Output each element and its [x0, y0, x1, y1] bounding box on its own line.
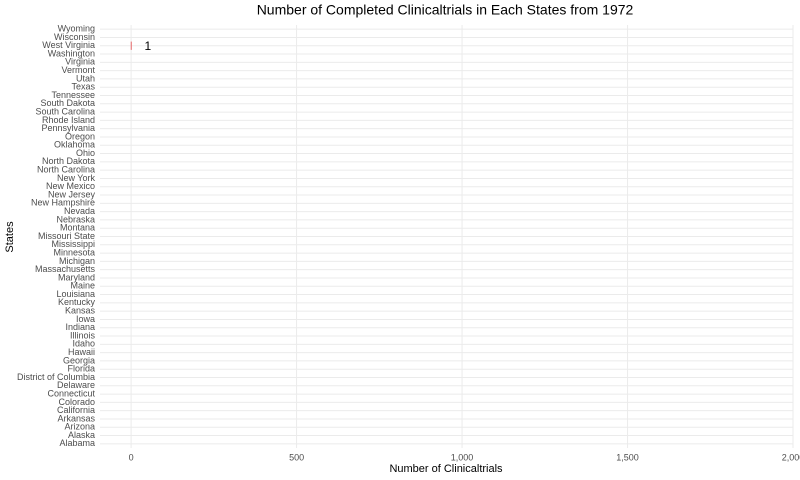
y-tick-label: North Dakota: [42, 156, 95, 166]
y-tick-label: North Carolina: [37, 165, 95, 175]
y-tick-label: Minnesota: [53, 247, 95, 257]
y-tick-label: Illinois: [70, 330, 96, 340]
y-tick-label: Wyoming: [58, 24, 95, 34]
y-tick-label: Louisiana: [56, 289, 95, 299]
y-tick-label: Idaho: [72, 339, 95, 349]
y-tick-label: Texas: [71, 82, 95, 92]
y-tick-label: South Dakota: [40, 98, 95, 108]
y-tick-label: Tennessee: [51, 90, 95, 100]
x-tick-label: 1,500: [616, 452, 639, 462]
y-tick-label: West Virginia: [42, 40, 95, 50]
y-tick-label: Iowa: [76, 314, 95, 324]
y-tick-label: Maryland: [58, 272, 95, 282]
y-tick-label: Massachusetts: [35, 264, 96, 274]
y-tick-label: Maine: [70, 281, 95, 291]
value-label: 1: [144, 39, 151, 53]
y-tick-label: Arkansas: [57, 413, 95, 423]
y-tick-label: New Mexico: [46, 181, 95, 191]
y-tick-label: Nevada: [64, 206, 95, 216]
y-tick-label: New York: [57, 173, 96, 183]
y-tick-label: Arizona: [64, 422, 95, 432]
y-tick-label: Virginia: [65, 57, 95, 67]
y-tick-label: California: [57, 405, 95, 415]
x-tick-label: 500: [289, 452, 304, 462]
x-tick-label: 1,000: [451, 452, 474, 462]
y-tick-label: Connecticut: [47, 388, 95, 398]
y-tick-label: Oregon: [65, 131, 95, 141]
y-axis-title: States: [4, 221, 16, 253]
y-tick-label: Alaska: [68, 430, 95, 440]
y-tick-label: New Jersey: [48, 189, 96, 199]
y-tick-label: Alabama: [59, 438, 95, 448]
y-tick-label: Washington: [48, 48, 95, 58]
x-tick-label: 2,000: [782, 452, 800, 462]
chart-title: Number of Completed Clinicaltrials in Ea…: [257, 2, 634, 18]
y-tick-label: Georgia: [63, 355, 95, 365]
y-tick-label: Rhode Island: [42, 115, 95, 125]
y-tick-label: Hawaii: [68, 347, 95, 357]
y-tick-label: Vermont: [61, 65, 95, 75]
y-tick-label: Ohio: [76, 148, 95, 158]
y-tick-label: Florida: [67, 364, 95, 374]
x-axis-title: Number of Clinicaltrials: [389, 463, 503, 475]
y-tick-label: Indiana: [65, 322, 95, 332]
y-tick-label: Oklahoma: [54, 140, 95, 150]
y-tick-label: Montana: [60, 223, 95, 233]
y-tick-label: South Carolina: [35, 106, 95, 116]
y-tick-label: Colorado: [58, 397, 95, 407]
y-tick-label: Wisconsin: [54, 32, 95, 42]
y-tick-label: Mississippi: [51, 239, 95, 249]
y-tick-label: Pennsylvania: [41, 123, 95, 133]
y-tick-label: Kentucky: [58, 297, 96, 307]
x-tick-label: 0: [129, 452, 134, 462]
y-tick-label: Nebraska: [56, 214, 95, 224]
y-tick-label: Michigan: [59, 256, 95, 266]
y-tick-label: District of Columbia: [17, 372, 95, 382]
y-tick-label: Missouri State: [38, 231, 95, 241]
y-tick-label: Utah: [76, 73, 95, 83]
y-tick-label: New Hampshire: [31, 198, 95, 208]
y-tick-label: Delaware: [57, 380, 95, 390]
y-tick-label: Kansas: [65, 306, 96, 316]
